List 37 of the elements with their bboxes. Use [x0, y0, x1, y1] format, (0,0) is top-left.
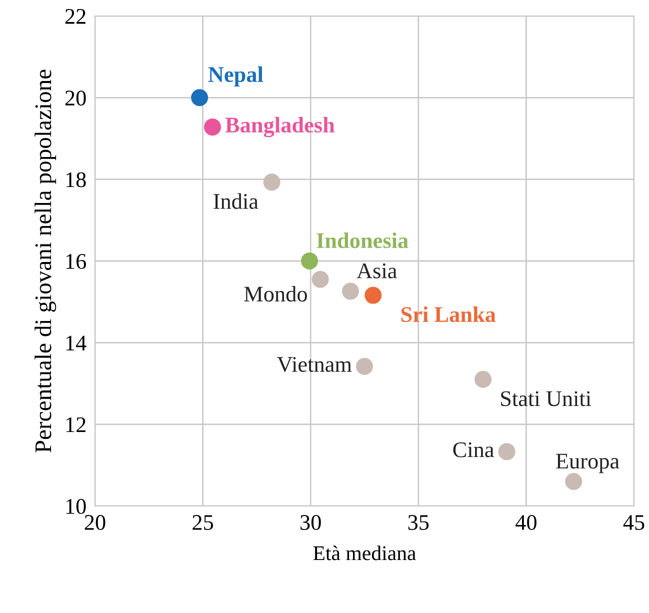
y-axis-title: Percentuale di giovani nella popolazione: [34, 70, 56, 452]
series-label: India: [214, 193, 258, 209]
y-tick-label: 10: [66, 498, 86, 514]
series-label: Vietnam: [277, 356, 352, 372]
y-tick-label: 20: [65, 90, 86, 106]
point: [356, 358, 374, 375]
y-tick-label: 12: [66, 417, 86, 432]
series-label: Indonesia: [316, 232, 408, 248]
point: [342, 282, 359, 300]
point: [204, 118, 222, 136]
point: [498, 443, 516, 460]
series-label: Europa: [556, 454, 620, 474]
x-tick-label: 35: [408, 515, 429, 530]
series-label: Stati Uniti: [501, 391, 592, 406]
point: [364, 286, 382, 304]
series-label: Mondo: [244, 286, 307, 302]
point: [191, 89, 208, 106]
x-tick-label: 30: [300, 514, 321, 530]
point: [474, 370, 492, 388]
x-tick-label: 45: [623, 515, 644, 530]
y-tick-label: 18: [66, 172, 86, 188]
point: [263, 174, 280, 191]
point: [312, 270, 329, 288]
y-tick-label: 22: [65, 8, 86, 24]
x-axis-title: Età mediana: [313, 546, 416, 560]
series-label: Sri Lanka: [401, 306, 496, 322]
series-label: Nepal: [208, 66, 264, 87]
x-tick-label: 25: [192, 515, 214, 530]
series-label: Asia: [356, 263, 397, 278]
y-tick-label: 14: [66, 336, 86, 350]
y-tick-label: 16: [66, 254, 86, 269]
series-label: Bangladesh: [225, 116, 335, 138]
point: [565, 472, 582, 490]
series-label: Cina: [453, 442, 494, 458]
point: [301, 252, 318, 270]
x-tick-label: 20: [84, 514, 106, 530]
x-tick-label: 40: [516, 514, 536, 530]
